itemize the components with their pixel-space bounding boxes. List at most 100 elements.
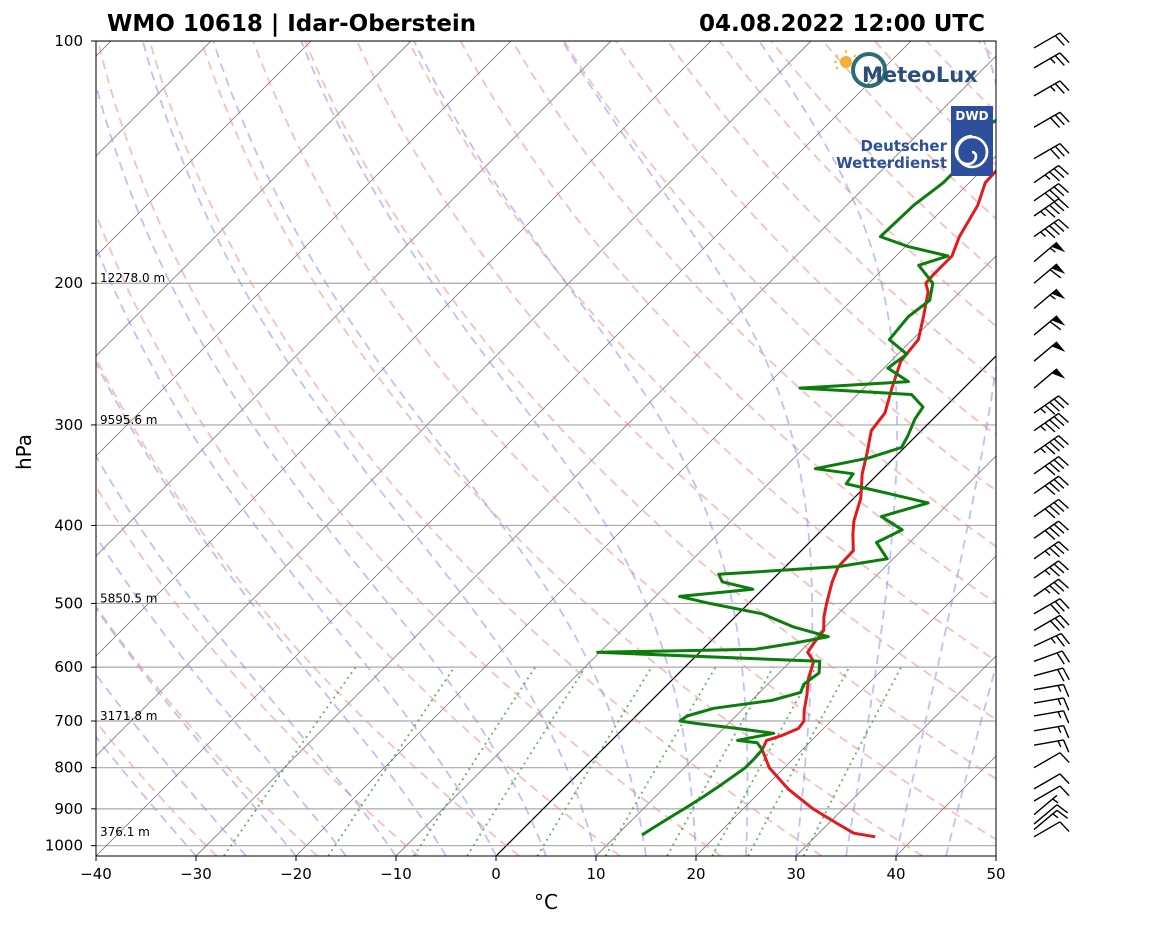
moist-adiabat-line <box>141 41 597 856</box>
barb-full <box>1049 603 1061 615</box>
barb-full <box>1053 478 1065 489</box>
barb-flag <box>1051 368 1066 379</box>
wind-barb <box>1033 111 1070 129</box>
barb-full <box>1059 143 1070 154</box>
barb-full <box>1059 52 1070 64</box>
wind-barb <box>1033 773 1070 790</box>
barb-half <box>1049 247 1056 253</box>
profile-lines <box>596 118 996 839</box>
barb-full <box>1044 207 1056 218</box>
barb-full <box>1049 620 1061 632</box>
dwd-name-line1: Deutscher <box>860 137 947 155</box>
moist-adiabat-line <box>96 534 347 856</box>
barb-staff <box>1033 498 1059 518</box>
height-label: 9595.6 m <box>100 413 158 427</box>
dry-adiabat-line <box>96 720 218 856</box>
isotherm-line <box>395 255 996 856</box>
barb-half <box>1040 425 1046 432</box>
moist-adiabat-line <box>413 41 749 856</box>
dry-adiabat-line <box>96 484 419 856</box>
wind-barb <box>1033 475 1069 496</box>
barb-staff <box>1033 32 1061 49</box>
barb-staff <box>1033 455 1059 475</box>
barb-full <box>1058 475 1069 486</box>
barb-staff <box>1033 218 1059 238</box>
isotherm-line <box>96 41 912 856</box>
wind-barb <box>1033 315 1066 336</box>
wind-barb <box>1033 739 1070 753</box>
mixing-ratio-line <box>223 666 357 856</box>
axis-ticks: −40 −30 −20 −10 0 10 20 30 40 50 100 200 300 400 500 60… <box>45 32 1006 883</box>
mixing-ratio-line <box>802 666 902 856</box>
barb-half <box>1057 711 1062 719</box>
isotherm-line <box>995 855 996 856</box>
y-tick-label: 900 <box>54 800 83 818</box>
barb-full <box>1062 667 1070 681</box>
barb-full <box>1049 321 1062 331</box>
y-tick-label: 1000 <box>45 837 83 855</box>
wind-barb <box>1033 80 1070 97</box>
barb-full <box>1058 395 1069 406</box>
dry-adiabat-line <box>977 41 996 61</box>
y-tick-label: 400 <box>54 516 83 534</box>
x-tick-label: 40 <box>886 865 905 883</box>
y-tick-label: 500 <box>54 594 83 612</box>
moist-adiabat-line <box>96 82 547 856</box>
barb-full <box>1058 560 1069 571</box>
barb-half <box>1049 85 1056 92</box>
barb-full <box>1058 164 1069 175</box>
x-axis-label: °C <box>534 890 558 914</box>
barb-staff <box>1033 650 1063 662</box>
height-label: 5850.5 m <box>100 591 158 605</box>
dwd-name-line2: Wetterdienst <box>836 154 947 172</box>
wind-barb <box>1033 395 1069 415</box>
wind-barb <box>1033 164 1069 184</box>
barb-full <box>1049 441 1060 452</box>
wind-barb <box>1033 794 1059 816</box>
barb-flag <box>1051 263 1066 274</box>
mixing-ratio-line <box>711 666 817 856</box>
x-tick-label: 20 <box>686 865 705 883</box>
barb-staff <box>1033 540 1059 560</box>
barb-full <box>1049 566 1060 577</box>
barb-full <box>1059 773 1070 785</box>
barb-full <box>1049 462 1060 473</box>
barb-full <box>1058 456 1069 467</box>
barb-full <box>1053 502 1065 513</box>
barb-full <box>1044 444 1056 455</box>
barb-full <box>1049 482 1060 493</box>
x-tick-label: −20 <box>280 865 312 883</box>
barb-full <box>1054 145 1065 157</box>
barb-full <box>1056 809 1069 819</box>
wind-barb <box>1033 288 1066 310</box>
wind-barb <box>1033 804 1069 825</box>
dry-adiabat-line <box>666 41 996 382</box>
barb-staff <box>1033 752 1061 769</box>
wind-barb <box>1033 752 1070 769</box>
wind-barb <box>1033 697 1070 711</box>
moist-adiabat-line <box>96 360 447 856</box>
moist-adiabat-line <box>96 244 497 856</box>
dry-adiabat-line <box>96 211 621 856</box>
dry-adiabat-line <box>96 356 520 856</box>
barb-full <box>1059 32 1070 44</box>
meteolux-ring-icon <box>851 52 887 88</box>
barb-full <box>1053 416 1065 427</box>
barb-half <box>1044 588 1051 594</box>
barb-staff <box>1033 809 1058 831</box>
barb-full <box>1059 614 1070 626</box>
dry-adiabat-line <box>407 41 996 663</box>
barb-half <box>1044 174 1051 180</box>
barb-full <box>1044 192 1056 203</box>
isotherm-line <box>0 41 11 856</box>
isotherm-line <box>695 555 996 856</box>
x-tick-label: −40 <box>80 865 112 883</box>
barb-full <box>1053 544 1065 555</box>
temperature-profile-line <box>760 168 996 839</box>
barb-half <box>1044 550 1051 557</box>
wind-barb <box>1033 540 1069 560</box>
wind-barb <box>1033 598 1070 615</box>
barb-full <box>1054 35 1065 46</box>
x-tick-label: 10 <box>586 865 605 883</box>
mixing-ratio-line <box>466 666 587 856</box>
